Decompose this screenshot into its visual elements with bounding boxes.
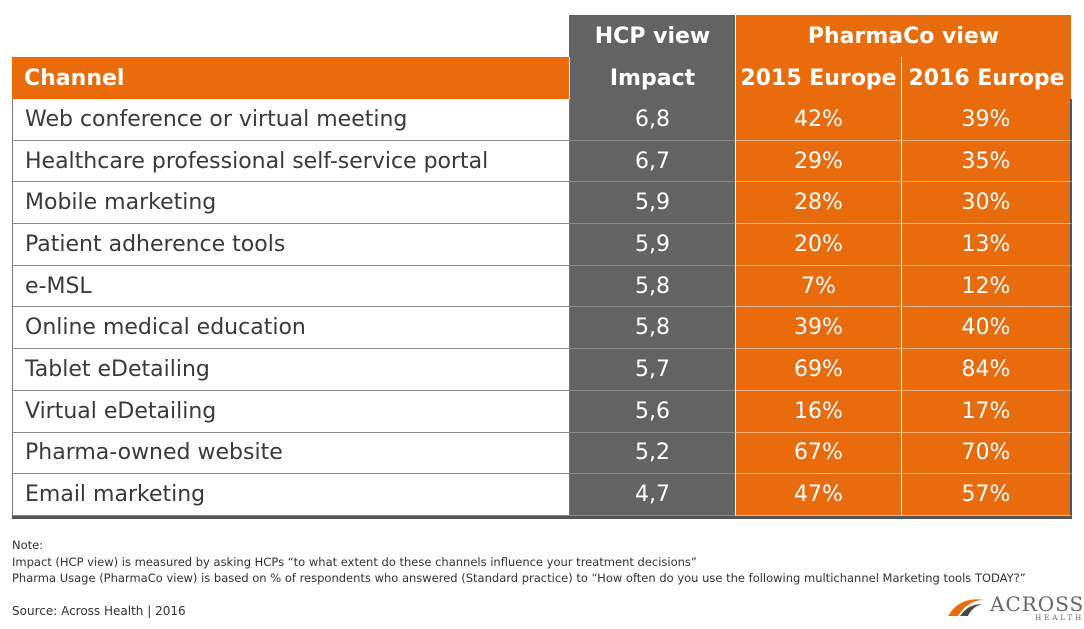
cell-impact: 4,7 (570, 474, 736, 516)
table-row: Patient adherence tools 5,9 20% 13% (12, 224, 1072, 266)
cell-channel: Virtual eDetailing (12, 390, 570, 433)
group-header-pharmaco: PharmaCo view (736, 15, 1072, 57)
logo-mark-icon (948, 599, 984, 616)
group-header-spacer (12, 15, 570, 57)
cell-2015: 16% (736, 390, 902, 433)
logo-subtitle: HEALTH (1035, 614, 1084, 622)
column-header-channel: Channel (12, 57, 570, 99)
cell-channel: Pharma-owned website (12, 432, 570, 475)
group-header-hcp: HCP view (570, 15, 736, 57)
cell-channel: Online medical education (12, 307, 570, 350)
cell-channel: Tablet eDetailing (12, 349, 570, 391)
cell-channel: Mobile marketing (12, 182, 570, 225)
cell-impact: 5,6 (570, 390, 736, 433)
cell-impact: 5,9 (570, 224, 736, 266)
cell-2016: 12% (902, 265, 1072, 308)
cell-2016: 17% (902, 390, 1072, 433)
across-health-logo: ACROSS HEALTH (946, 594, 1084, 622)
cell-impact: 6,7 (570, 140, 736, 183)
note-line-impact: Impact (HCP view) is measured by asking … (12, 554, 697, 569)
table-row: Online medical education 5,8 39% 40% (12, 307, 1072, 350)
logo-wordmark: ACROSS (990, 592, 1084, 616)
cell-channel: Healthcare professional self-service por… (12, 140, 570, 183)
cell-2016: 13% (902, 224, 1072, 266)
table-row: Email marketing 4,7 47% 57% (12, 474, 1072, 516)
table-row: Pharma-owned website 5,2 67% 70% (12, 432, 1072, 475)
cell-2015: 28% (736, 182, 902, 225)
note-line-pharma: Pharma Usage (PharmaCo view) is based on… (12, 571, 1026, 585)
cell-2016: 39% (902, 99, 1072, 141)
table-bottom-border (12, 515, 1072, 519)
table-body: Web conference or virtual meeting 6,8 42% 3… (12, 99, 1072, 516)
cell-channel: Web conference or virtual meeting (12, 99, 570, 141)
cell-2016: 40% (902, 307, 1072, 350)
column-header-impact: Impact (570, 57, 736, 99)
note-heading: Note: (12, 538, 44, 552)
table-row: Mobile marketing 5,9 28% 30% (12, 182, 1072, 225)
cell-channel: Patient adherence tools (12, 224, 570, 266)
cell-2016: 35% (902, 140, 1072, 183)
column-header-2015: 2015 Europe (736, 57, 902, 99)
cell-impact: 5,8 (570, 265, 736, 308)
group-header-row: HCP view PharmaCo view (12, 15, 1072, 57)
table-row: Tablet eDetailing 5,7 69% 84% (12, 349, 1072, 391)
cell-2015: 29% (736, 140, 902, 183)
cell-2015: 42% (736, 99, 902, 141)
cell-2016: 70% (902, 432, 1072, 475)
cell-impact: 5,2 (570, 432, 736, 475)
table-row: Healthcare professional self-service por… (12, 140, 1072, 183)
notes: Note: Impact (HCP view) is measured by a… (12, 537, 1026, 587)
cell-channel: Email marketing (12, 474, 570, 516)
cell-impact: 5,9 (570, 182, 736, 225)
column-header-row: Channel Impact 2015 Europe 2016 Europe (12, 57, 1072, 99)
table-row: Web conference or virtual meeting 6,8 42% 3… (12, 99, 1072, 141)
cell-impact: 5,8 (570, 307, 736, 350)
table-row: e-MSL 5,8 7% 12% (12, 265, 1072, 308)
cell-2015: 67% (736, 432, 902, 475)
cell-2016: 84% (902, 349, 1072, 391)
cell-2015: 69% (736, 349, 902, 391)
cell-2015: 20% (736, 224, 902, 266)
cell-2015: 47% (736, 474, 902, 516)
cell-2016: 57% (902, 474, 1072, 516)
column-header-2016: 2016 Europe (902, 57, 1072, 99)
cell-impact: 6,8 (570, 99, 736, 141)
cell-channel: e-MSL (12, 265, 570, 308)
source-text: Source: Across Health | 2016 (12, 604, 186, 618)
data-table: HCP view PharmaCo view Channel Impact 20… (12, 15, 1072, 519)
cell-impact: 5,7 (570, 349, 736, 391)
cell-2015: 39% (736, 307, 902, 350)
cell-2016: 30% (902, 182, 1072, 225)
cell-2015: 7% (736, 265, 902, 308)
table-row: Virtual eDetailing 5,6 16% 17% (12, 390, 1072, 433)
